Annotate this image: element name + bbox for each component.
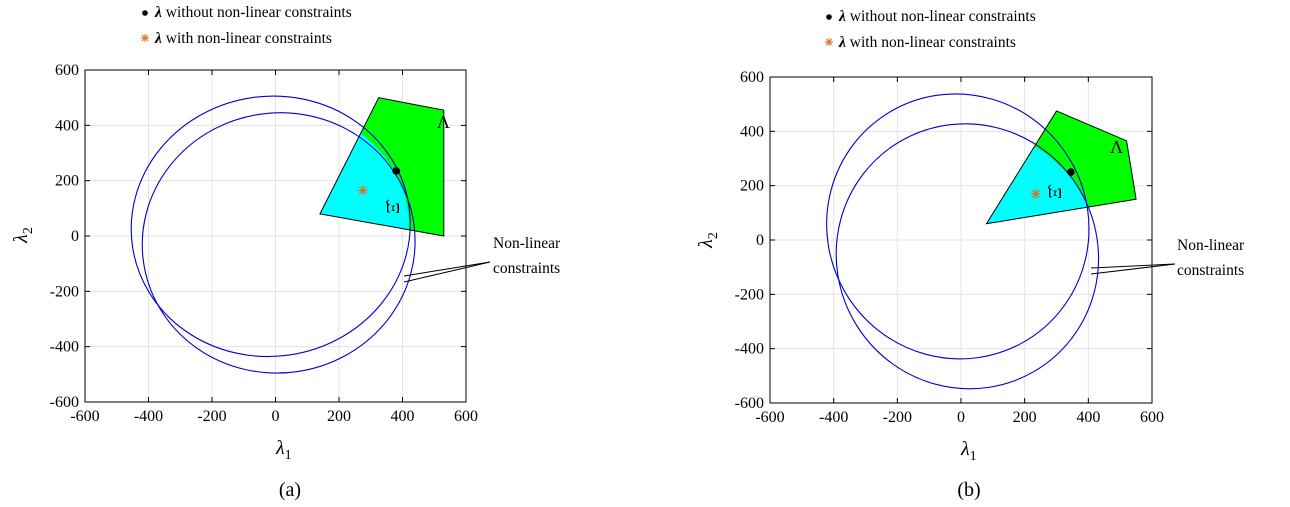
constraint-ellipses	[130, 95, 416, 374]
x-tick-label: -400	[134, 408, 163, 425]
legend-marker-star	[141, 34, 149, 42]
legend-entry-1: λ without non-linear constraints	[154, 4, 352, 21]
legend-entry-2: λ with non-linear constraints	[154, 30, 332, 47]
y-tick-label: 200	[740, 178, 764, 195]
point-without-constraints	[392, 167, 400, 175]
annotation-leader	[1090, 263, 1176, 269]
x-tick-label: 400	[391, 408, 415, 425]
constraint-ellipse-1	[130, 95, 411, 358]
region-label-xi-hat: Ξ̂	[383, 199, 403, 214]
annotation-leader	[403, 261, 491, 277]
constraint-ellipse-2	[141, 112, 416, 374]
y-tick-label: -200	[735, 286, 764, 303]
region-lambda-outline	[985, 110, 1137, 225]
annotation-line2: constraints	[1177, 262, 1244, 279]
x-axis-label: λ1	[275, 437, 292, 463]
legend-marker-dot	[142, 10, 148, 16]
constraint-ellipse-2	[835, 123, 1100, 390]
y-tick-label: -600	[50, 394, 79, 411]
y-axis-label: λ2	[695, 232, 721, 249]
annotation-leader	[1090, 263, 1176, 275]
x-tick-label: 400	[1076, 409, 1100, 426]
annotation-leader	[403, 261, 491, 283]
chart-panel-b: Λ Ξ̂ -600 -400 -200 0 200 400 600 -600 -400 -200 0 20…	[695, 8, 1245, 501]
point-without-constraints	[1067, 168, 1075, 176]
x-tick-label: -600	[755, 409, 784, 426]
region-lambda-outline	[319, 97, 445, 237]
point-with-constraints	[357, 185, 368, 196]
region-label-xi-hat: Ξ̂	[1045, 184, 1065, 199]
x-tick-label: 200	[327, 408, 351, 425]
region-label-lambda: Λ	[437, 112, 450, 132]
y-tick-label: -400	[50, 339, 79, 356]
x-axis-label: λ1	[960, 438, 977, 464]
y-tick-label: 600	[55, 62, 79, 79]
legend-marker-dot	[826, 14, 832, 20]
annotation-line2: constraints	[493, 260, 560, 277]
panel-caption: (b)	[957, 479, 980, 501]
x-tick-label: -200	[883, 409, 912, 426]
region-label-lambda: Λ	[1110, 137, 1123, 157]
x-tick-label: -400	[819, 409, 848, 426]
x-tick-label: 600	[1140, 409, 1164, 426]
y-tick-label: 400	[740, 123, 764, 140]
annotation-line1: Non-linear	[493, 235, 561, 252]
y-tick-label: 400	[55, 117, 79, 134]
x-tick-label: 0	[272, 408, 280, 425]
x-tick-label: 0	[957, 409, 965, 426]
constraint-ellipses	[826, 93, 1100, 390]
x-tick-label: 200	[1013, 409, 1037, 426]
region-xi-hat	[319, 101, 409, 236]
constraint-ellipse-1	[826, 93, 1090, 360]
annotation-line1: Non-linear	[1177, 237, 1245, 254]
legend-marker-star	[825, 38, 833, 46]
legend-entry-1: λ without non-linear constraints	[838, 8, 1036, 25]
x-tick-label: 600	[454, 408, 478, 425]
y-tick-label: 0	[756, 232, 764, 249]
y-tick-label: -400	[735, 341, 764, 358]
x-tick-label: -200	[197, 408, 226, 425]
y-tick-label: 0	[71, 228, 79, 245]
point-with-constraints	[1030, 188, 1041, 199]
chart-panel-a: Λ Ξ̂ -600 -400 -200 0 200 400 600 -600 -400 -200 0 20…	[10, 4, 561, 501]
y-tick-label: -200	[50, 283, 79, 300]
panel-caption: (a)	[279, 479, 301, 501]
y-axis-label: λ2	[10, 227, 36, 244]
y-tick-label: 200	[55, 173, 79, 190]
y-tick-label: 600	[740, 69, 764, 86]
y-tick-label: -600	[735, 395, 764, 412]
legend-entry-2: λ with non-linear constraints	[838, 34, 1016, 51]
region-xi-hat	[986, 123, 1098, 224]
x-tick-label: -600	[70, 408, 99, 425]
